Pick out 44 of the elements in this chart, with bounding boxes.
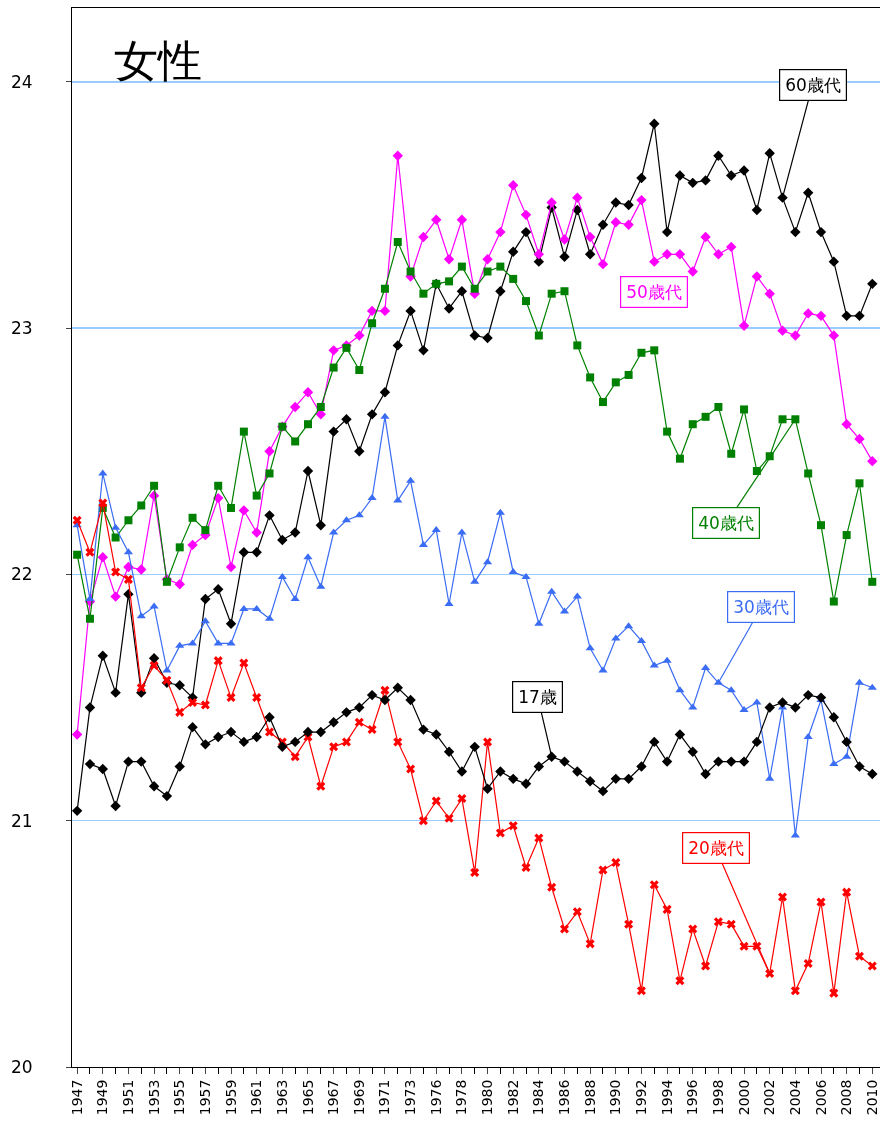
x-tick-label: 1978 [453, 1079, 470, 1116]
x-tick-label: 1961 [248, 1079, 265, 1116]
x-tick-label: 1992 [633, 1079, 649, 1116]
text: 20歳代 [688, 838, 744, 859]
x-tick-label: 2010 [863, 1079, 880, 1116]
x-tick-label: 1949 [94, 1079, 111, 1116]
x-tick-label: 2000 [735, 1079, 752, 1116]
x-tick-label: 1963 [273, 1079, 290, 1116]
x-tick-label: 2004 [786, 1079, 803, 1116]
x-tick-label: 1957 [196, 1079, 213, 1116]
x-tick-label: 2002 [761, 1079, 778, 1116]
x-tick-label: 1959 [222, 1079, 239, 1116]
x-tick-label: 1951 [119, 1079, 136, 1116]
series-label: 50歳代 [626, 282, 682, 303]
x-tick-label: 1994 [658, 1079, 675, 1116]
x-tick-label: 1971 [376, 1079, 393, 1116]
x-tick-label: 1996 [684, 1079, 701, 1116]
y-tick-label: 21 [10, 810, 33, 831]
x-tick-label: 1969 [350, 1079, 367, 1116]
x-tick-label: 2008 [838, 1079, 855, 1116]
text: 30歳代 [733, 597, 789, 618]
x-tick-label: 1998 [709, 1079, 726, 1116]
x-tick-label: 1990 [607, 1079, 624, 1116]
x-tick-label: 1953 [145, 1079, 162, 1116]
x-tick-label: 1976 [427, 1079, 444, 1116]
x-tick-label: 1955 [171, 1079, 188, 1116]
x-tick-label: 1986 [556, 1079, 573, 1116]
x-tick-label: 1965 [299, 1079, 316, 1116]
y-tick-label: 22 [10, 564, 33, 585]
x-tick-label: 1982 [504, 1079, 521, 1116]
text: 40歳代 [698, 513, 754, 534]
x-tick-label: 1973 [402, 1079, 419, 1116]
x-tick-label: 1980 [479, 1079, 496, 1116]
x-tick-label: 1984 [530, 1079, 547, 1116]
text: 女性 [114, 35, 202, 86]
x-tick-label: 2006 [812, 1079, 829, 1116]
y-tick-label: 20 [10, 1056, 33, 1077]
text: 17歳 [518, 687, 557, 708]
text: 60歳代 [785, 75, 841, 96]
y-tick-label: 23 [10, 318, 33, 339]
x-tick-label: 1947 [68, 1079, 85, 1116]
y-tick-label: 24 [10, 71, 33, 92]
x-tick-label: 1988 [581, 1079, 598, 1116]
x-tick-label: 1967 [325, 1079, 342, 1116]
